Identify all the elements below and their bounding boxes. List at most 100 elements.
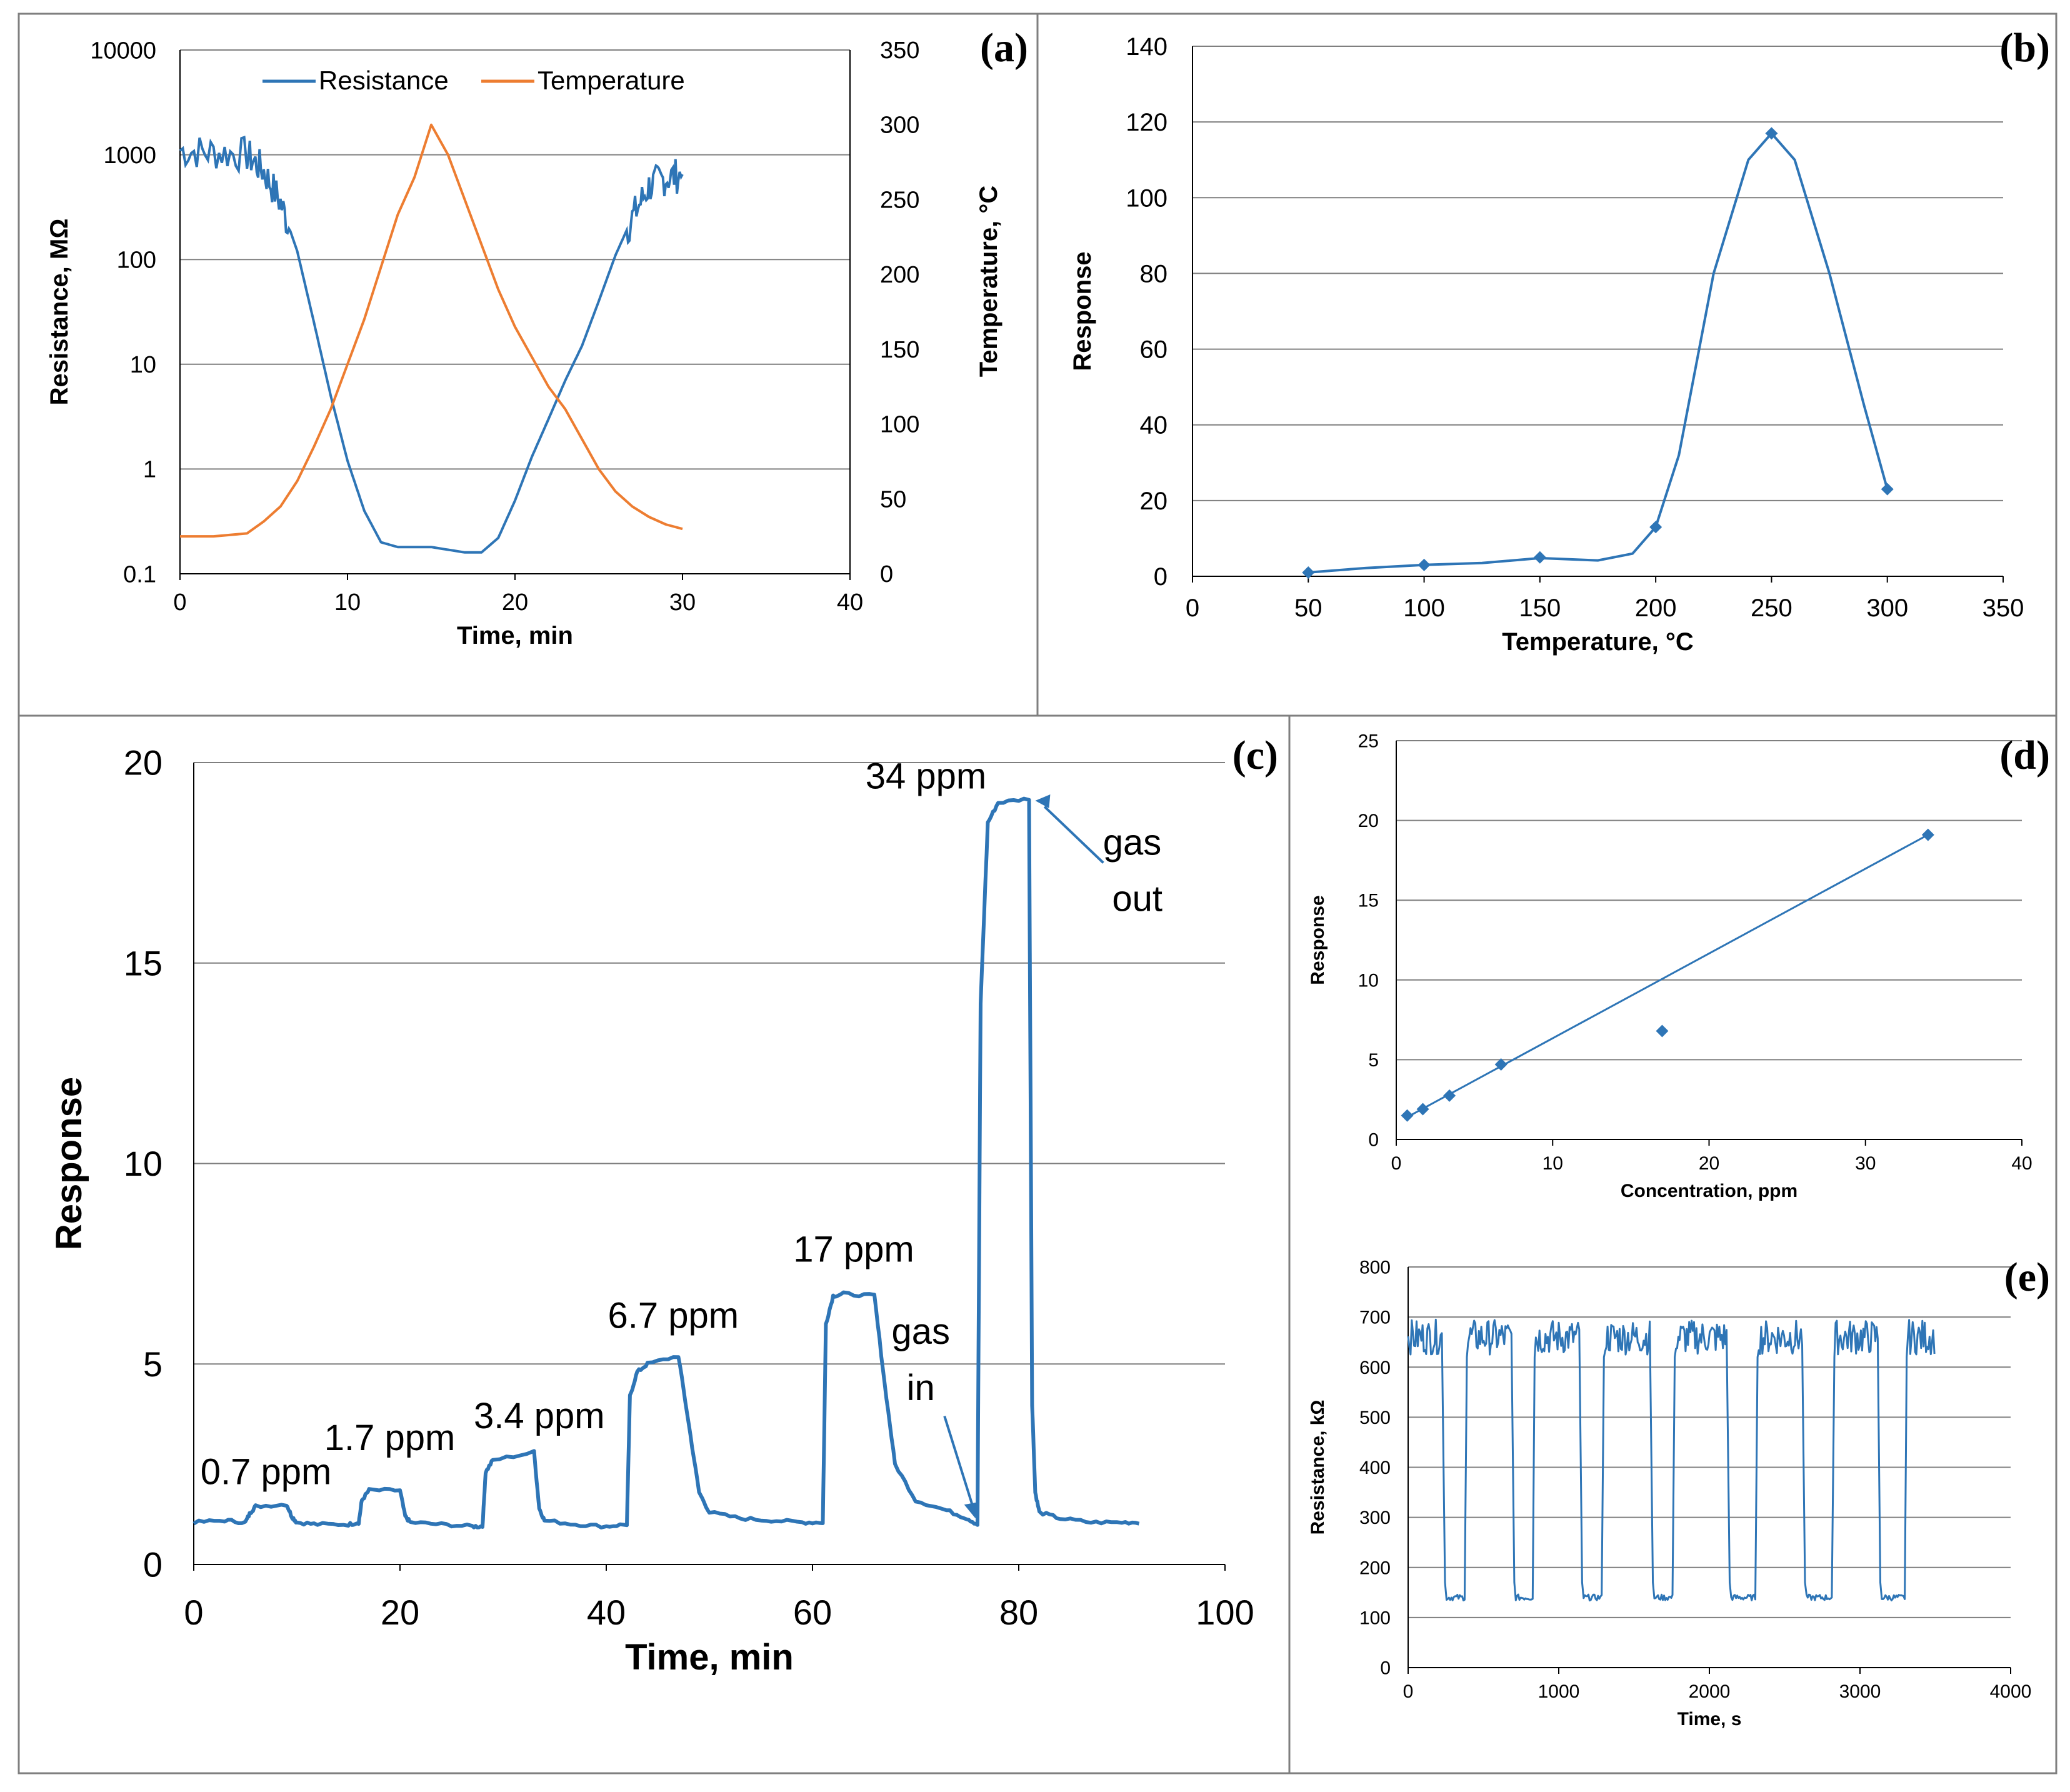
- y-axis-label: Resistance, MΩ: [46, 219, 73, 406]
- resistance-line: [1407, 1318, 1936, 1602]
- y-tick-label: 0.1: [123, 561, 156, 588]
- x-tick-label: 40: [837, 589, 863, 616]
- x-axis-label: Time, min: [457, 622, 573, 649]
- y-tick-label: 10: [130, 352, 156, 378]
- x-tick-label: 40: [587, 1593, 626, 1632]
- x-tick-label: 300: [1866, 594, 1908, 622]
- y-tick-label: 120: [1126, 109, 1168, 136]
- data-point: [1418, 558, 1431, 571]
- y-tick-label: 800: [1359, 1258, 1391, 1278]
- y-tick-label: 5: [1368, 1050, 1379, 1071]
- data-point: [1401, 1109, 1414, 1122]
- y-tick-label: 10000: [90, 38, 156, 64]
- x-tick-label: 1000: [1538, 1681, 1580, 1702]
- panel-label: (c): [1232, 733, 1278, 778]
- y-tick-label: 5: [143, 1344, 162, 1384]
- y-tick-label: 10: [1358, 970, 1379, 991]
- x-tick-label: 200: [1635, 594, 1677, 622]
- x-tick-label: 30: [669, 589, 696, 616]
- gas-in-label-line1: gas: [891, 1311, 950, 1352]
- y-tick-label: 1000: [103, 143, 156, 169]
- gas-out-arrowhead: [1035, 794, 1051, 808]
- x-axis-label: Concentration, ppm: [1621, 1181, 1798, 1201]
- data-point: [1921, 828, 1934, 841]
- x-tick-label: 40: [2011, 1153, 2032, 1174]
- legend-label-temperature: Temperature: [538, 66, 685, 95]
- y2-tick-label: 350: [880, 38, 919, 64]
- data-point: [1765, 127, 1778, 140]
- concentration-label: 1.7 ppm: [324, 1418, 456, 1458]
- concentration-label: 6.7 ppm: [608, 1296, 739, 1336]
- gas-in-arrow: [943, 1416, 975, 1509]
- y2-tick-label: 250: [880, 187, 919, 213]
- panel-label: (d): [1999, 733, 2050, 778]
- resistance-line: [179, 135, 684, 554]
- panel-c-chart: 0 5 10 15 20 0 20 40 60 80 100 Time, min Response (c)…: [49, 733, 1278, 1678]
- gas-in-arrowhead: [964, 1502, 978, 1519]
- concentration-label: 3.4 ppm: [474, 1396, 605, 1436]
- y-axis-label: Resistance, kΩ: [1308, 1400, 1328, 1535]
- x-tick-label: 0: [1186, 594, 1199, 622]
- x-tick-label: 350: [1982, 594, 2024, 622]
- y2-tick-label: 100: [880, 412, 919, 438]
- y-tick-label: 15: [124, 943, 162, 983]
- concentration-label: 34 ppm: [866, 756, 986, 797]
- x-axis-label: Temperature, °C: [1502, 628, 1693, 656]
- y-tick-label: 300: [1359, 1508, 1391, 1528]
- y-tick-label: 400: [1359, 1458, 1391, 1478]
- y-tick-label: 25: [1358, 731, 1379, 752]
- y-tick-label: 1: [143, 457, 156, 483]
- x-tick-label: 0: [1403, 1681, 1414, 1702]
- gas-out-label-line2: out: [1112, 878, 1162, 919]
- x-tick-label: 30: [1855, 1153, 1876, 1174]
- legend-label-resistance: Resistance: [319, 66, 449, 95]
- y-tick-label: 100: [117, 248, 156, 274]
- x-tick-label: 10: [1542, 1153, 1563, 1174]
- x-tick-label: 20: [502, 589, 528, 616]
- x-tick-label: 4000: [1990, 1681, 2032, 1702]
- gas-out-arrow: [1043, 806, 1104, 864]
- panel-d-chart: 0 5 10 15 20 25 0 10 20 30 40 Concentration, ppm Res…: [1308, 731, 2050, 1202]
- x-tick-label: 10: [334, 589, 361, 616]
- x-tick-label: 60: [793, 1593, 832, 1632]
- y2-tick-label: 150: [880, 337, 919, 363]
- data-point: [1443, 1089, 1456, 1102]
- data-point: [1302, 566, 1315, 579]
- y-tick-label: 80: [1140, 260, 1168, 288]
- x-tick-label: 0: [1391, 1153, 1402, 1174]
- x-tick-label: 100: [1196, 1593, 1254, 1632]
- y2-tick-label: 50: [880, 486, 906, 513]
- y-tick-label: 20: [1140, 488, 1168, 515]
- panel-a-chart: 0.1 1 10 100 1000 10000 0 10 20 30 40 Time, min Resi…: [46, 25, 1028, 649]
- data-point: [1656, 1024, 1669, 1038]
- x-tick-label: 0: [173, 589, 186, 616]
- x-axis-label: Time, min: [625, 1637, 794, 1678]
- response-curve: [1308, 132, 1889, 574]
- y-tick-label: 10: [124, 1144, 162, 1183]
- y-tick-label: 200: [1359, 1558, 1391, 1578]
- x-tick-label: 20: [381, 1593, 419, 1632]
- x-tick-label: 250: [1751, 594, 1792, 622]
- x-tick-label: 3000: [1839, 1681, 1881, 1702]
- y2-axis-label: Temperature, °C: [975, 186, 1002, 377]
- y-tick-label: 600: [1359, 1358, 1391, 1378]
- panel-label: (b): [1999, 25, 2050, 71]
- panel-b-chart: 0 20 40 60 80 100 120 140 0 50 100 150 200 250 300 350 T…: [1069, 25, 2050, 656]
- y-tick-label: 140: [1126, 33, 1168, 61]
- response-line: [192, 796, 1140, 1529]
- data-point: [1649, 521, 1662, 534]
- concentration-label: 0.7 ppm: [201, 1452, 332, 1493]
- y-tick-label: 0: [1380, 1658, 1391, 1679]
- y-tick-label: 100: [1126, 184, 1168, 212]
- y-tick-label: 500: [1359, 1408, 1391, 1428]
- y-axis-label: Response: [49, 1077, 89, 1250]
- x-tick-label: 150: [1519, 594, 1561, 622]
- gas-in-label-line2: in: [907, 1368, 935, 1408]
- y2-tick-label: 300: [880, 113, 919, 139]
- y-tick-label: 60: [1140, 336, 1168, 364]
- y-tick-label: 0: [143, 1545, 162, 1584]
- y-tick-label: 20: [1358, 811, 1379, 831]
- x-tick-label: 50: [1294, 594, 1322, 622]
- y-tick-label: 15: [1358, 891, 1379, 911]
